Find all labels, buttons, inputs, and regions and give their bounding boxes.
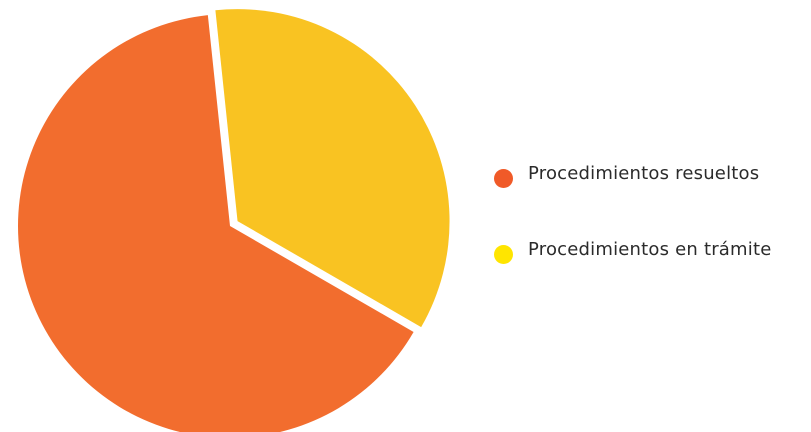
pie-slice-tramite	[215, 9, 450, 328]
legend-label-tramite: Procedimientos en trámite	[528, 238, 772, 260]
pie-slice-resueltos	[18, 15, 414, 432]
legend-item-tramite: Procedimientos en trámite	[494, 234, 772, 264]
legend-swatch-resueltos	[494, 168, 513, 188]
legend-label-resueltos: Procedimientos resueltos	[528, 162, 760, 184]
legend-swatch-tramite	[494, 244, 513, 264]
chart-legend: Procedimientos resueltos Procedimientos …	[494, 158, 772, 310]
legend-item-resueltos: Procedimientos resueltos	[494, 158, 772, 188]
